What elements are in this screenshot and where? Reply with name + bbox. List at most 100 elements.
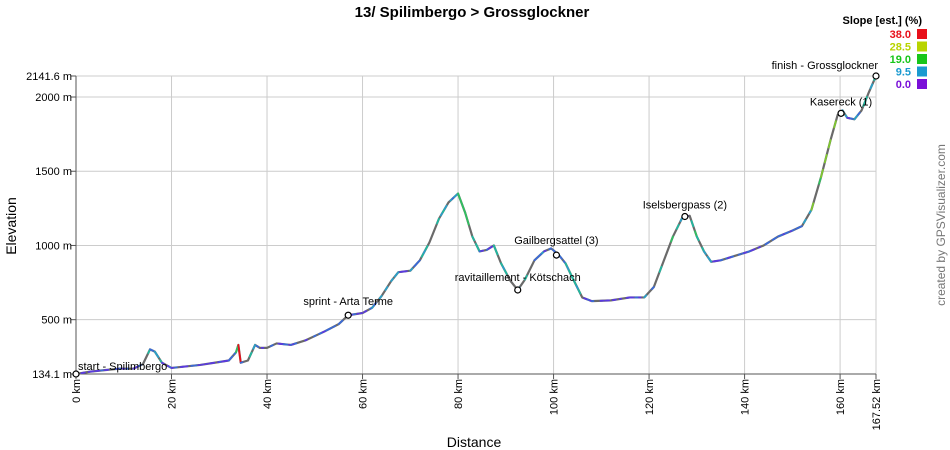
y-tick-label: 1500 m <box>35 166 72 178</box>
slope-segment <box>791 228 796 232</box>
slope-segment <box>269 344 274 348</box>
legend: Slope [est.] (%) 38.028.519.09.50.0 <box>843 15 927 91</box>
y-tick-label: 500 m <box>41 315 72 327</box>
slope-segment <box>730 255 735 258</box>
slope-segment <box>670 235 674 243</box>
slope-segment <box>417 259 421 264</box>
slope-segment <box>464 211 468 220</box>
slope-segment <box>150 349 155 352</box>
slope-segment <box>643 294 648 299</box>
slope-segment <box>786 231 790 234</box>
slope-segment <box>424 245 429 251</box>
slope-segment <box>155 353 160 359</box>
waypoint-label: ravitaillement - Kötschach <box>455 272 581 284</box>
slope-segment <box>766 241 770 245</box>
slope-segment <box>694 230 698 238</box>
elevation-profile <box>75 75 878 376</box>
legend-swatch <box>917 66 927 77</box>
slope-segment <box>239 361 244 364</box>
slope-segment <box>384 286 389 291</box>
slope-segment <box>378 295 383 300</box>
waypoint-marker <box>681 212 689 221</box>
legend-item-label: 28.5 <box>890 42 911 54</box>
y-tick-label: 2141.6 m <box>26 71 72 83</box>
slope-segment <box>820 168 824 179</box>
waypoint-marker <box>514 286 522 294</box>
y-tick-label: 1000 m <box>35 240 72 252</box>
slope-segment <box>363 310 368 313</box>
slope-segment <box>802 218 807 224</box>
waypoint-label: start - Spilimbergo <box>78 361 167 373</box>
slope-segment <box>690 220 695 228</box>
x-tick-label: 167.52 km <box>871 379 883 430</box>
slope-segment <box>339 319 344 324</box>
chart-title: 13/ Spilimbergo > Grossglockner <box>355 4 590 21</box>
slope-segment <box>138 364 142 367</box>
slope-segment <box>833 120 837 129</box>
slope-segment <box>869 83 874 90</box>
y-tick-label: 2000 m <box>35 92 72 104</box>
waypoint: Iselsbergpass (2) <box>643 200 727 221</box>
waypoint: start - Spilimbergo <box>72 361 167 378</box>
slope-segment <box>737 253 742 256</box>
legend-swatch <box>917 79 927 89</box>
legend-item-label: 38.0 <box>890 29 911 41</box>
slope-segment <box>818 176 822 185</box>
slope-segment <box>248 351 253 358</box>
elevation-line <box>75 75 878 376</box>
waypoint-marker <box>552 251 561 259</box>
slope-segment <box>390 277 394 282</box>
slope-segment <box>651 286 655 291</box>
slope-segment <box>503 269 508 275</box>
x-tick-label: 0 km <box>71 379 83 403</box>
legend-swatch <box>917 54 927 64</box>
legend-item-label: 19.0 <box>890 54 911 66</box>
slope-segment <box>757 246 761 249</box>
slope-segment <box>773 236 778 240</box>
slope-segment <box>443 204 448 210</box>
slope-segment <box>436 217 440 225</box>
waypoint: sprint - Arta Terme <box>303 296 393 319</box>
slope-segment <box>675 224 680 230</box>
x-tick-label: 140 km <box>740 379 752 415</box>
waypoint-marker <box>344 311 352 319</box>
slope-segment <box>255 345 260 348</box>
legend-item-label: 0.0 <box>896 79 911 91</box>
waypoint: Kasereck (1) <box>810 96 872 117</box>
slope-segment <box>799 225 803 228</box>
slope-segment <box>703 250 707 255</box>
slope-segment <box>658 265 663 273</box>
slope-segment <box>810 202 815 211</box>
slope-segment <box>328 326 333 330</box>
waypoint: finish - Grossglockner <box>772 60 880 80</box>
grid <box>75 75 877 375</box>
x-tick-label: 160 km <box>835 379 847 415</box>
slope-segment <box>823 154 828 164</box>
waypoint-label: sprint - Arta Terme <box>303 296 393 308</box>
slope-segment <box>695 235 700 242</box>
waypoint-label: Iselsbergpass (2) <box>643 200 727 212</box>
slope-segment <box>827 139 832 149</box>
slope-segment <box>293 342 298 345</box>
slope-segment <box>409 267 414 272</box>
slope-segment <box>134 365 139 369</box>
slope-segment <box>313 334 317 338</box>
slope-segment <box>237 344 242 364</box>
x-tick-label: 120 km <box>644 379 656 415</box>
slope-segment <box>471 235 476 242</box>
slope-segment <box>494 249 499 256</box>
slope-segment <box>548 247 553 251</box>
axes <box>75 76 876 375</box>
legend-title: Slope [est.] (%) <box>843 15 923 27</box>
waypoint-label: Kasereck (1) <box>810 96 872 108</box>
x-tick-label: 100 km <box>549 379 561 415</box>
credit-text: created by GPSVisualizer.com <box>934 144 948 306</box>
slope-segment <box>719 258 724 262</box>
legend-swatch <box>917 41 927 52</box>
waypoint-marker <box>837 109 845 117</box>
y-axis-title: Elevation <box>3 197 19 255</box>
legend-item-label: 9.5 <box>896 67 911 79</box>
slope-segment <box>466 217 470 226</box>
slope-segment <box>489 245 493 249</box>
